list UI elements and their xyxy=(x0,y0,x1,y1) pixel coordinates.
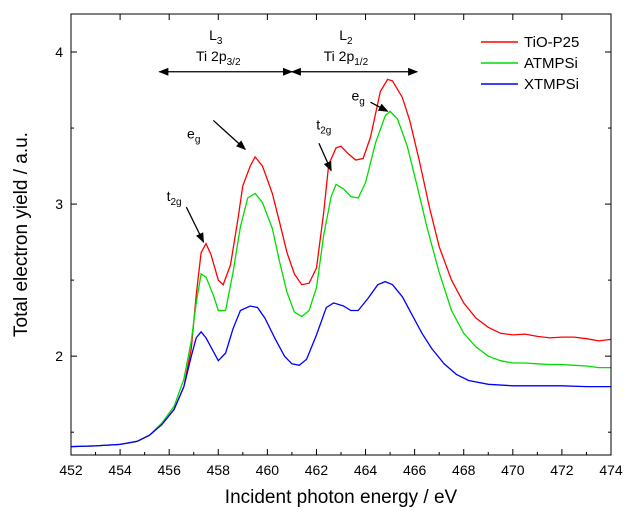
x-tick-label: 474 xyxy=(599,462,623,478)
arrow-t2g-1 xyxy=(185,206,205,244)
x-tick-label: 470 xyxy=(501,462,525,478)
x-tick-label: 454 xyxy=(108,462,132,478)
y-tick-label: 2 xyxy=(55,348,63,364)
arrow-eg-2 xyxy=(370,101,389,112)
axis-ticks: 452 454 456 458 460 462 464 466 468 470 472 474 2 3 4 xyxy=(55,14,623,478)
legend-label-tio-p25: TiO-P25 xyxy=(524,34,579,51)
annotation-t2g1: t2g xyxy=(167,188,182,208)
arrow-eg-1 xyxy=(212,119,247,151)
plot-area xyxy=(70,78,612,448)
x-tick-label: 462 xyxy=(305,462,329,478)
annotation-ti2p12: Ti 2p1/2 xyxy=(324,48,369,68)
x-tick-label: 458 xyxy=(207,462,231,478)
arrow-t2g-2 xyxy=(318,142,332,172)
x-tick-label: 456 xyxy=(158,462,182,478)
x-axis-title: Incident photon energy / eV xyxy=(225,487,458,508)
x-tick-label: 468 xyxy=(452,462,476,478)
y-tick-label: 3 xyxy=(55,196,63,212)
x-tick-label: 472 xyxy=(550,462,574,478)
annotation-eg1: eg xyxy=(187,126,200,146)
annotation-eg2: eg xyxy=(352,88,365,108)
x-tick-label: 460 xyxy=(256,462,280,478)
y-axis-title: Total electron yield / a.u. xyxy=(11,132,32,337)
y-tick-label: 4 xyxy=(55,44,63,60)
x-tick-label: 466 xyxy=(403,462,427,478)
legend-label-atmpsi: ATMPSi xyxy=(524,55,578,72)
annotation-t2g2: t2g xyxy=(316,117,331,137)
series-line-tio-p25 xyxy=(70,78,612,448)
series-line-xtmpsi xyxy=(70,280,611,448)
series-line-atmpsi xyxy=(70,110,611,448)
annotation-ti2p32: Ti 2p3/2 xyxy=(196,48,241,68)
legend: TiO-P25 ATMPSi XTMPSi xyxy=(481,34,579,93)
legend-label-xtmpsi: XTMPSi xyxy=(524,76,579,93)
annotation-l2: L2 xyxy=(339,27,353,47)
x-tick-label: 452 xyxy=(59,462,83,478)
annotation-l3: L3 xyxy=(209,27,223,47)
x-tick-label: 464 xyxy=(354,462,378,478)
